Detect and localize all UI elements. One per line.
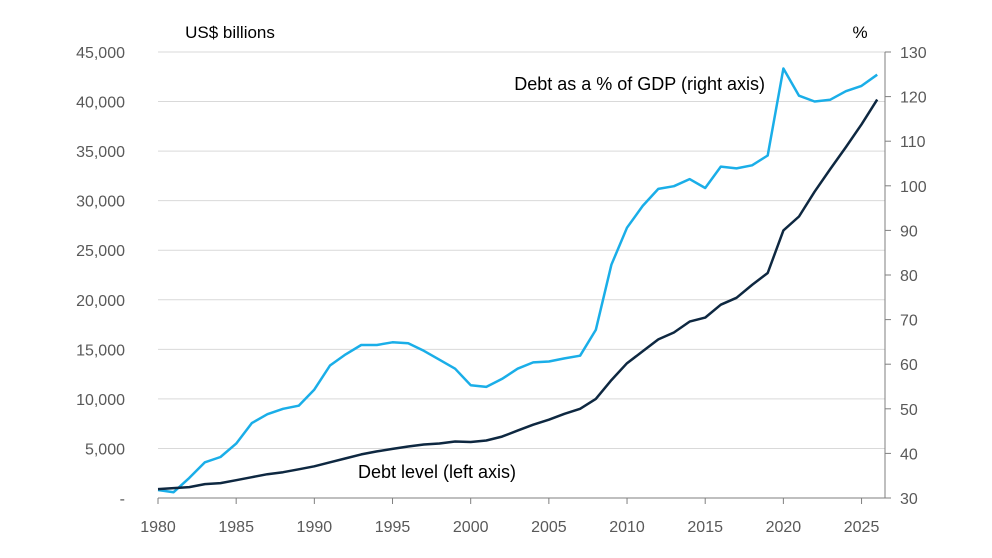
left-tick-label: 10,000 xyxy=(76,392,125,409)
x-tick-label: 1985 xyxy=(218,519,254,536)
right-axis-unit-label: % xyxy=(852,23,867,42)
x-tick-label: 2010 xyxy=(609,519,645,536)
gridlines xyxy=(158,51,885,449)
right-tick-label: 40 xyxy=(900,446,918,463)
x-tick-label: 2025 xyxy=(844,519,880,536)
right-tick-label: 30 xyxy=(900,491,918,508)
left-axis-ticks: - 5,000 10,000 15,000 20,000 25,000 30,000 35,0… xyxy=(76,45,125,508)
left-tick-label: 25,000 xyxy=(76,243,125,260)
left-tick-label: 20,000 xyxy=(76,293,125,310)
left-tick-label: 40,000 xyxy=(76,95,125,112)
right-tick-label: 100 xyxy=(900,179,927,196)
series-lines xyxy=(157,67,879,494)
x-tick-label: 2005 xyxy=(531,519,567,536)
right-tick-label: 50 xyxy=(900,402,918,419)
right-tick-label: 120 xyxy=(900,90,927,107)
x-tick-label: 2000 xyxy=(453,519,489,536)
debt-pct-gdp-label: Debt as a % of GDP (right axis) xyxy=(514,74,765,94)
left-tick-label: - xyxy=(120,491,125,508)
right-tick-label: 110 xyxy=(900,134,926,151)
x-tick-label: 1980 xyxy=(140,519,176,536)
left-tick-label: 5,000 xyxy=(85,441,125,458)
right-tick-label: 90 xyxy=(900,223,918,240)
right-axis-ticks: 30 40 50 60 70 80 90 100 110 120 130 xyxy=(900,45,927,508)
x-tick-label: 2020 xyxy=(766,519,802,536)
right-tick-label: 130 xyxy=(900,45,927,62)
axes xyxy=(157,51,891,504)
x-axis-ticks: 1980 1985 1990 1995 2000 2005 2010 2015 2020 2025 xyxy=(140,519,879,536)
x-tick-label: 1995 xyxy=(375,519,411,536)
debt-level-line xyxy=(157,98,879,491)
left-tick-label: 45,000 xyxy=(76,45,125,62)
left-tick-label: 35,000 xyxy=(76,144,125,161)
left-tick-label: 15,000 xyxy=(76,342,125,359)
left-tick-label: 30,000 xyxy=(76,194,125,211)
debt-pct-gdp-line xyxy=(157,67,878,494)
right-tick-label: 60 xyxy=(900,357,918,374)
right-tick-label: 80 xyxy=(900,268,918,285)
debt-level-label: Debt level (left axis) xyxy=(358,462,516,482)
x-tick-label: 1990 xyxy=(297,519,333,536)
right-tick-label: 70 xyxy=(900,313,918,330)
x-tick-label: 2015 xyxy=(687,519,723,536)
left-axis-unit-label: US$ billions xyxy=(185,23,275,42)
